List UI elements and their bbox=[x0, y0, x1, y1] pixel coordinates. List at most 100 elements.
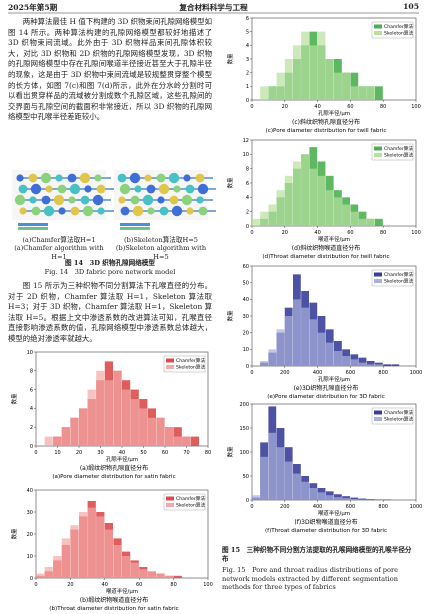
y-axis-label: 数量 bbox=[226, 53, 234, 64]
pore-sphere bbox=[129, 172, 141, 184]
histogram-bar bbox=[358, 362, 367, 366]
x-tick-label: 40 bbox=[119, 450, 125, 456]
x-tick-label: 20 bbox=[76, 450, 82, 456]
chart-caption: (e)Pore diameter distribution for 3D fab… bbox=[267, 394, 385, 400]
histogram-bar bbox=[79, 408, 88, 446]
histogram-bar bbox=[268, 432, 277, 500]
histogram-bar bbox=[334, 497, 342, 500]
legend-swatch bbox=[166, 365, 174, 369]
pore-sphere bbox=[55, 174, 63, 182]
paragraph: 图 15 所示为三种织物不同分割算法下孔喉直径的分布。对于 2D 织物，Cham… bbox=[8, 281, 212, 343]
pore-sphere bbox=[82, 205, 94, 217]
y-axis-label: 数量 bbox=[10, 393, 18, 404]
x-tick-label: 20 bbox=[282, 104, 288, 110]
y-tick-label: 50 bbox=[243, 474, 249, 480]
histogram-bar bbox=[190, 436, 199, 446]
histogram-bar bbox=[53, 556, 62, 578]
y-tick-label: 30 bbox=[27, 510, 33, 516]
chart-caption: (c)斜纹织物孔隙直径分布 bbox=[292, 118, 360, 126]
histogram-bar bbox=[375, 86, 383, 100]
figure-caption: 图 15 三种织物不同分割方法提取的孔喉网络模型的孔喉半径分布 bbox=[222, 546, 412, 563]
y-axis-label: 数量 bbox=[226, 310, 234, 321]
histogram-bar bbox=[284, 461, 293, 500]
colorbar bbox=[120, 227, 150, 230]
histogram-bar bbox=[165, 427, 174, 446]
y-tick-label: 20 bbox=[27, 532, 33, 538]
pore-sphere bbox=[173, 185, 181, 193]
x-tick-label: 0 bbox=[250, 104, 253, 110]
pore-sphere bbox=[186, 207, 194, 215]
x-tick-label: 80 bbox=[380, 230, 386, 236]
legend-swatch bbox=[374, 31, 382, 35]
figure-caption: Fig. 14 3D fabric pore network model bbox=[44, 268, 176, 276]
pore-sphere bbox=[134, 185, 142, 193]
histogram-bar bbox=[122, 389, 131, 446]
histogram-bar bbox=[276, 329, 285, 366]
pore-sphere bbox=[118, 196, 126, 204]
histogram-bar bbox=[375, 364, 383, 366]
x-tick-label: 40 bbox=[314, 230, 320, 236]
y-tick-label: 30 bbox=[243, 314, 249, 320]
y-axis-label: 数量 bbox=[10, 528, 18, 539]
histogram-bar bbox=[147, 417, 156, 446]
histogram-bar bbox=[87, 389, 96, 446]
histogram-bar bbox=[87, 507, 96, 578]
x-tick-label: 60 bbox=[347, 104, 353, 110]
y-tick-label: 10 bbox=[243, 347, 249, 353]
pore-sphere bbox=[69, 183, 81, 195]
y-tick-label: 0 bbox=[246, 364, 249, 370]
pore-sphere bbox=[159, 206, 169, 216]
histogram-bar bbox=[61, 538, 70, 578]
pore-sphere bbox=[28, 173, 38, 183]
histogram-bar bbox=[260, 361, 268, 366]
pore-sphere bbox=[79, 172, 91, 184]
histogram-bar bbox=[276, 447, 285, 500]
x-axis-label: 喉道半径/μm bbox=[318, 509, 350, 517]
legend-swatch bbox=[374, 272, 382, 277]
pore-sphere bbox=[198, 206, 208, 216]
y-tick-label: 2 bbox=[246, 209, 249, 215]
colorbar bbox=[18, 223, 48, 226]
y-tick-label: 0 bbox=[30, 444, 33, 450]
y-tick-label: 200 bbox=[239, 402, 249, 408]
y-tick-label: 10 bbox=[27, 554, 33, 560]
y-axis-label: 数量 bbox=[226, 177, 234, 188]
panel-caption: (b)Skeleton algorithm with H=5 bbox=[115, 244, 207, 261]
histogram-bar bbox=[301, 31, 309, 101]
histogram-bar bbox=[96, 370, 105, 446]
histogram-bar bbox=[70, 525, 79, 578]
histogram-bar bbox=[147, 571, 156, 578]
chart-caption: (d)Throat diameter distribution for twil… bbox=[262, 254, 389, 260]
pore-sphere bbox=[117, 173, 127, 183]
histogram-bar bbox=[366, 364, 375, 366]
histogram-bar bbox=[358, 357, 367, 366]
y-tick-label: 0 bbox=[30, 576, 33, 582]
x-tick-label: 80 bbox=[170, 582, 176, 588]
journal: 复合材料科学与工程 bbox=[179, 3, 248, 12]
histogram-bar bbox=[44, 436, 53, 446]
pore-sphere bbox=[43, 205, 55, 217]
pore-sphere bbox=[120, 206, 130, 216]
x-tick-label: 20 bbox=[282, 230, 288, 236]
histogram-bar bbox=[284, 316, 293, 366]
pore-sphere bbox=[130, 195, 140, 205]
x-axis-label: 喉道半径/μm bbox=[106, 587, 138, 595]
histogram-bar bbox=[301, 154, 309, 226]
histogram-bar bbox=[383, 364, 391, 366]
y-tick-label: 40 bbox=[27, 488, 33, 494]
histogram-bar bbox=[309, 488, 318, 500]
legend-box bbox=[371, 269, 414, 287]
legend-swatch bbox=[374, 417, 382, 421]
histogram-bar bbox=[309, 45, 318, 100]
legend-label: Chamfer算法 bbox=[384, 409, 413, 416]
pore-sphere bbox=[68, 196, 76, 204]
histogram-bar bbox=[325, 342, 334, 366]
histogram-bar bbox=[317, 175, 326, 226]
chart-caption: (f)3D织物喉道直径分布 bbox=[294, 518, 357, 526]
histogram-bar bbox=[104, 380, 113, 446]
y-tick-label: 10 bbox=[27, 350, 33, 356]
histogram-bar bbox=[284, 59, 293, 100]
histogram-bar bbox=[350, 499, 359, 500]
issue: 2025年第5期 bbox=[8, 3, 58, 12]
y-tick-label: 20 bbox=[243, 330, 249, 336]
